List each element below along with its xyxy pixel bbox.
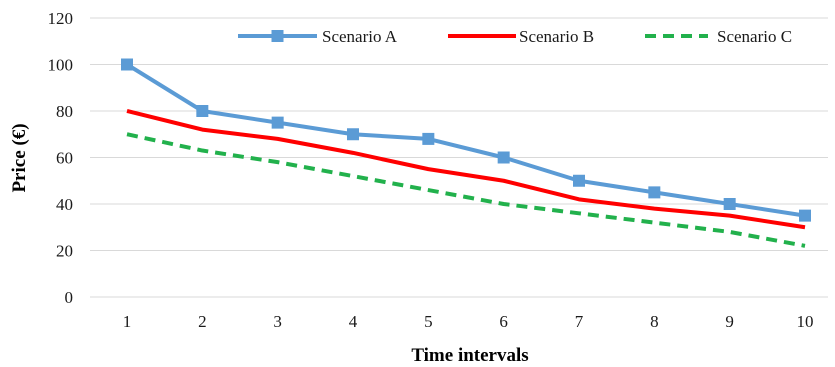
series-scenario-c bbox=[126, 132, 806, 248]
series-layer bbox=[121, 58, 811, 248]
x-tick-label: 2 bbox=[198, 312, 207, 331]
series-scenario-a bbox=[121, 58, 811, 222]
grid-layer bbox=[90, 17, 828, 298]
x-tick-label: 7 bbox=[575, 312, 584, 331]
y-tick-labels: 0 20 40 60 80 100 120 bbox=[48, 9, 74, 307]
y-tick-label: 20 bbox=[56, 242, 73, 261]
y-tick-label: 120 bbox=[48, 9, 74, 28]
x-tick-label: 9 bbox=[725, 312, 734, 331]
legend-item: Scenario A bbox=[238, 27, 398, 46]
y-tick-label: 0 bbox=[65, 288, 74, 307]
y-tick-label: 80 bbox=[56, 102, 73, 121]
x-tick-label: 5 bbox=[424, 312, 433, 331]
data-point-marker bbox=[121, 58, 133, 71]
data-point-marker bbox=[271, 116, 284, 129]
legend-marker bbox=[271, 30, 284, 42]
y-tick-label: 40 bbox=[56, 195, 73, 214]
x-tick-label: 4 bbox=[349, 312, 358, 331]
data-point-marker bbox=[422, 132, 435, 145]
legend-item: Scenario B bbox=[448, 27, 594, 46]
legend-label: Scenario A bbox=[322, 27, 398, 46]
legend-item: Scenario C bbox=[645, 27, 792, 46]
data-point-marker bbox=[497, 151, 510, 164]
series-line bbox=[126, 132, 806, 248]
x-tick-labels: 1 2 3 4 5 6 7 8 9 10 bbox=[123, 312, 814, 331]
data-point-marker bbox=[799, 209, 811, 222]
x-axis-title: Time intervals bbox=[411, 345, 528, 366]
y-axis-title: Price (€) bbox=[9, 123, 30, 192]
data-point-marker bbox=[723, 198, 736, 210]
legend: Scenario A Scenario B Scenario C bbox=[238, 27, 792, 46]
x-tick-label: 6 bbox=[499, 312, 508, 331]
y-tick-label: 100 bbox=[48, 56, 74, 75]
x-tick-label: 1 bbox=[123, 312, 132, 331]
series-line bbox=[125, 62, 806, 218]
legend-label: Scenario B bbox=[519, 27, 594, 46]
data-point-marker bbox=[196, 105, 209, 117]
data-point-marker bbox=[648, 186, 661, 199]
legend-label: Scenario C bbox=[717, 27, 792, 46]
data-point-marker bbox=[573, 174, 585, 187]
series-scenario-b bbox=[126, 109, 806, 230]
x-tick-label: 8 bbox=[650, 312, 659, 331]
x-tick-label: 3 bbox=[273, 312, 282, 331]
series-line bbox=[126, 109, 806, 230]
x-tick-label: 10 bbox=[797, 312, 814, 331]
data-point-marker bbox=[347, 128, 359, 141]
y-tick-label: 60 bbox=[56, 149, 73, 168]
